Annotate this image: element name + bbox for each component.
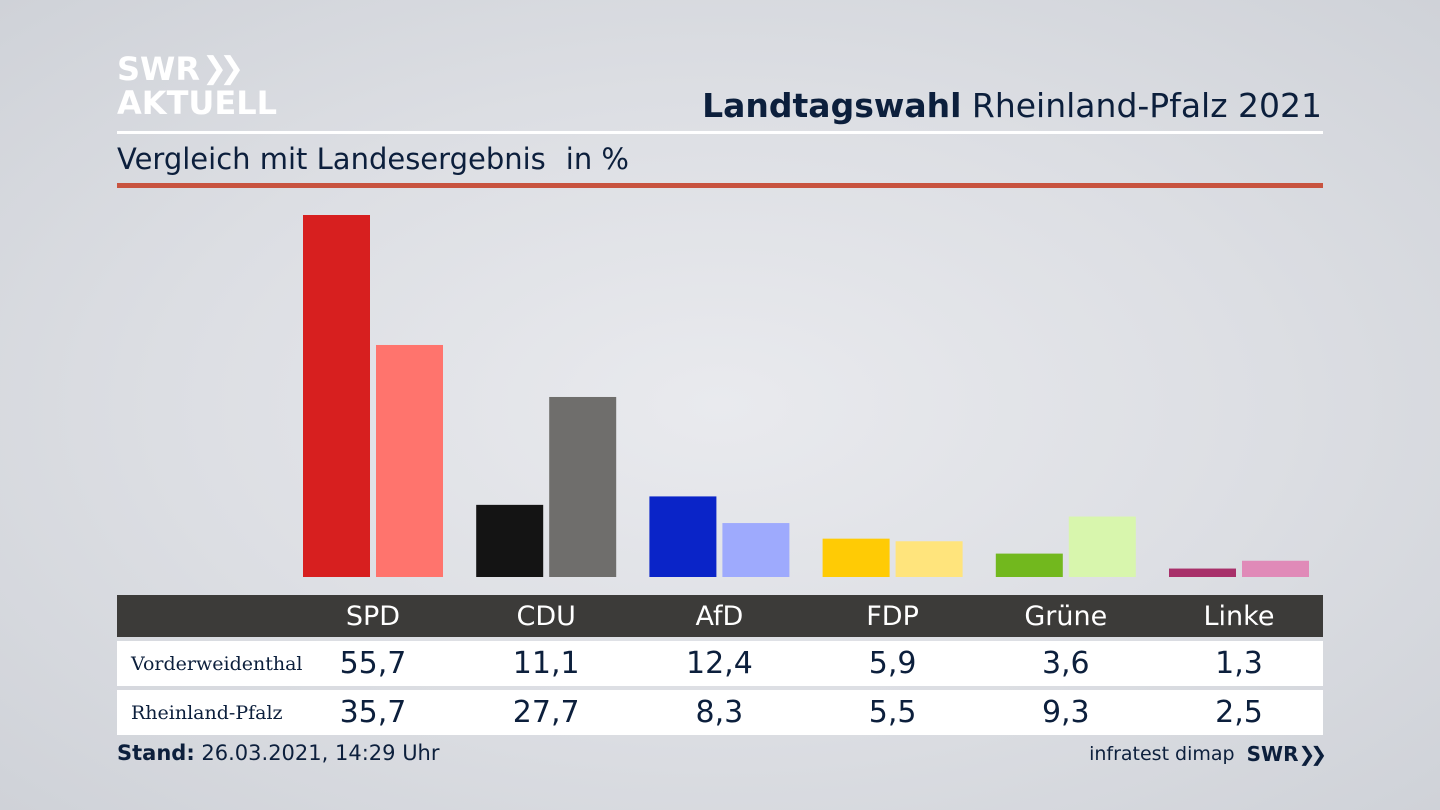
table-row: Vorderweidenthal 55,7 11,1 12,4 5,9 3,6 1,3 <box>117 641 1323 686</box>
category-label: FDP <box>866 600 919 632</box>
value-label: 2,5 <box>1215 695 1263 730</box>
category-label: SPD <box>345 600 401 632</box>
value-label: 27,7 <box>512 695 580 730</box>
logo-line1: SWR <box>117 50 200 88</box>
timestamp: Stand: 26.03.2021, 14:29 Uhr <box>117 741 440 765</box>
value-label: 11,1 <box>512 646 580 681</box>
subtitle-unit: in % <box>565 142 629 176</box>
title-regular: Rheinland-Pfalz 2021 <box>971 86 1322 125</box>
stand-value: 26.03.2021, 14:29 Uhr <box>201 741 440 765</box>
value-label: 55,7 <box>339 646 407 681</box>
bar-chart <box>303 215 1309 577</box>
results-table: SPD CDU AfD FDP Grüne Linke Vorderweidenthal … <box>117 595 1323 735</box>
logo-line2: AKTUELL <box>117 84 278 122</box>
bar-spd-vorderweidenthal <box>303 215 370 577</box>
category-label: Grüne <box>1024 600 1108 632</box>
bar-cdu-rheinland-pfalz <box>549 396 617 577</box>
bar-fdp-vorderweidenthal <box>822 538 890 577</box>
value-label: 9,3 <box>1041 695 1090 730</box>
subtitle-text: Vergleich mit Landesergebnis <box>117 142 546 176</box>
swr-brand: SWR❯❯ <box>1246 742 1327 766</box>
bar-linke-vorderweidenthal <box>1169 568 1236 577</box>
category-label: CDU <box>516 600 576 632</box>
page-title: Landtagswahl Rheinland-Pfalz 2021 <box>702 86 1322 125</box>
value-label: 12,4 <box>685 646 753 681</box>
swr-aktuell-logo: SWR ❯❯ AKTUELL <box>117 50 278 122</box>
value-label: 8,3 <box>695 695 744 730</box>
value-label: 1,3 <box>1215 646 1263 681</box>
row-label: Rheinland-Pfalz <box>131 701 283 724</box>
category-label: Linke <box>1203 600 1275 632</box>
row-label: Vorderweidenthal <box>131 652 303 675</box>
bar-cdu-vorderweidenthal <box>476 504 544 577</box>
source-text: infratest dimap <box>1089 743 1235 765</box>
table-header-row: SPD CDU AfD FDP Grüne Linke <box>117 595 1323 637</box>
chart-subtitle: Vergleich mit Landesergebnis in % <box>117 142 629 176</box>
source-credit: infratest dimap SWR❯❯ <box>1089 742 1327 766</box>
chevron-right-icon: ❯❯ <box>1298 742 1326 766</box>
title-bold: Landtagswahl <box>702 86 962 125</box>
bar-linke-rheinland-pfalz <box>1242 560 1309 577</box>
category-label: AfD <box>695 600 744 632</box>
bar-grüne-vorderweidenthal <box>995 553 1063 577</box>
table-row: Rheinland-Pfalz 35,7 27,7 8,3 5,5 9,3 2,5 <box>117 690 1323 735</box>
bar-afd-rheinland-pfalz <box>722 523 790 577</box>
bar-afd-vorderweidenthal <box>649 496 717 577</box>
stand-label: Stand: <box>117 741 195 765</box>
bar-grüne-rheinland-pfalz <box>1068 516 1136 577</box>
value-label: 3,6 <box>1041 646 1090 681</box>
swr-brand-text: SWR <box>1246 742 1299 766</box>
accent-divider <box>117 183 1323 188</box>
value-label: 35,7 <box>339 695 407 730</box>
bar-spd-rheinland-pfalz <box>376 344 443 577</box>
value-label: 5,5 <box>868 695 917 730</box>
bar-fdp-rheinland-pfalz <box>895 541 963 577</box>
value-label: 5,9 <box>868 646 917 681</box>
header-divider <box>117 131 1323 134</box>
